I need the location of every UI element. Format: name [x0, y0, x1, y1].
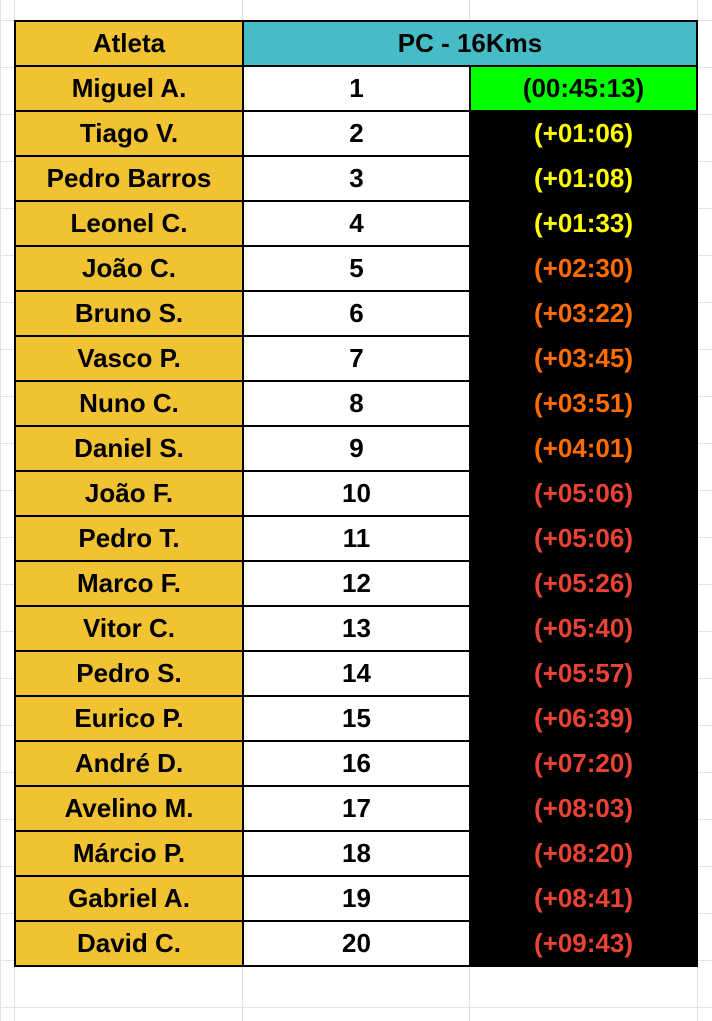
position-cell[interactable]: 19	[242, 875, 471, 922]
table-row: Vitor C. 13 (+05:40)	[14, 605, 698, 652]
athlete-name-cell[interactable]: Marco F.	[14, 560, 244, 607]
gridline	[697, 0, 698, 1021]
athlete-name-cell[interactable]: Daniel S.	[14, 425, 244, 472]
athlete-name-cell[interactable]: João C.	[14, 245, 244, 292]
time-cell[interactable]: (+05:26)	[469, 560, 698, 607]
table-row: Gabriel A. 19 (+08:41)	[14, 875, 698, 922]
results-table: Atleta PC - 16Kms Miguel A. 1 (00:45:13) Ti…	[14, 20, 698, 967]
time-cell[interactable]: (+02:30)	[469, 245, 698, 292]
table-row: Avelino M. 17 (+08:03)	[14, 785, 698, 832]
time-cell[interactable]: (+07:20)	[469, 740, 698, 787]
athlete-name-cell[interactable]: Tiago V.	[14, 110, 244, 157]
athlete-name-cell[interactable]: João F.	[14, 470, 244, 517]
athlete-name-cell[interactable]: Pedro S.	[14, 650, 244, 697]
athlete-name-cell[interactable]: Márcio P.	[14, 830, 244, 877]
athlete-name-cell[interactable]: Miguel A.	[14, 65, 244, 112]
athlete-name-cell[interactable]: David C.	[14, 920, 244, 967]
position-cell[interactable]: 13	[242, 605, 471, 652]
athlete-name-cell[interactable]: Gabriel A.	[14, 875, 244, 922]
athlete-name-cell[interactable]: Bruno S.	[14, 290, 244, 337]
position-cell[interactable]: 2	[242, 110, 471, 157]
table-row: Pedro Barros 3 (+01:08)	[14, 155, 698, 202]
athlete-name-cell[interactable]: Vasco P.	[14, 335, 244, 382]
table-row: Pedro S. 14 (+05:57)	[14, 650, 698, 697]
table-row: David C. 20 (+09:43)	[14, 920, 698, 967]
table-row: Bruno S. 6 (+03:22)	[14, 290, 698, 337]
table-row: Nuno C. 8 (+03:51)	[14, 380, 698, 427]
table-row: Tiago V. 2 (+01:06)	[14, 110, 698, 157]
header-athlete[interactable]: Atleta	[14, 20, 244, 67]
position-cell[interactable]: 12	[242, 560, 471, 607]
position-cell[interactable]: 9	[242, 425, 471, 472]
position-cell[interactable]: 4	[242, 200, 471, 247]
table-row: João F. 10 (+05:06)	[14, 470, 698, 517]
athlete-name-cell[interactable]: Leonel C.	[14, 200, 244, 247]
time-cell[interactable]: (+03:45)	[469, 335, 698, 382]
header-event[interactable]: PC - 16Kms	[242, 20, 698, 67]
athlete-name-cell[interactable]: Pedro Barros	[14, 155, 244, 202]
table-row: Miguel A. 1 (00:45:13)	[14, 65, 698, 112]
position-cell[interactable]: 3	[242, 155, 471, 202]
time-cell[interactable]: (+03:51)	[469, 380, 698, 427]
time-cell[interactable]: (+08:03)	[469, 785, 698, 832]
time-cell[interactable]: (00:45:13)	[469, 65, 698, 112]
position-cell[interactable]: 14	[242, 650, 471, 697]
position-cell[interactable]: 16	[242, 740, 471, 787]
time-cell[interactable]: (+08:41)	[469, 875, 698, 922]
table-row: Márcio P. 18 (+08:20)	[14, 830, 698, 877]
position-cell[interactable]: 5	[242, 245, 471, 292]
time-cell[interactable]: (+04:01)	[469, 425, 698, 472]
time-cell[interactable]: (+06:39)	[469, 695, 698, 742]
header-row: Atleta PC - 16Kms	[14, 20, 698, 67]
table-row: André D. 16 (+07:20)	[14, 740, 698, 787]
position-cell[interactable]: 6	[242, 290, 471, 337]
athlete-name-cell[interactable]: Eurico P.	[14, 695, 244, 742]
time-cell[interactable]: (+03:22)	[469, 290, 698, 337]
position-cell[interactable]: 18	[242, 830, 471, 877]
athlete-name-cell[interactable]: Vitor C.	[14, 605, 244, 652]
position-cell[interactable]: 15	[242, 695, 471, 742]
athlete-name-cell[interactable]: André D.	[14, 740, 244, 787]
time-cell[interactable]: (+01:33)	[469, 200, 698, 247]
time-cell[interactable]: (+08:20)	[469, 830, 698, 877]
time-cell[interactable]: (+09:43)	[469, 920, 698, 967]
position-cell[interactable]: 11	[242, 515, 471, 562]
athlete-name-cell[interactable]: Nuno C.	[14, 380, 244, 427]
time-cell[interactable]: (+05:06)	[469, 470, 698, 517]
table-row: Eurico P. 15 (+06:39)	[14, 695, 698, 742]
table-row: Vasco P. 7 (+03:45)	[14, 335, 698, 382]
table-row: Marco F. 12 (+05:26)	[14, 560, 698, 607]
athlete-name-cell[interactable]: Avelino M.	[14, 785, 244, 832]
position-cell[interactable]: 20	[242, 920, 471, 967]
position-cell[interactable]: 17	[242, 785, 471, 832]
athlete-name-cell[interactable]: Pedro T.	[14, 515, 244, 562]
time-cell[interactable]: (+01:08)	[469, 155, 698, 202]
position-cell[interactable]: 1	[242, 65, 471, 112]
position-cell[interactable]: 8	[242, 380, 471, 427]
table-row: João C. 5 (+02:30)	[14, 245, 698, 292]
time-cell[interactable]: (+05:57)	[469, 650, 698, 697]
table-row: Daniel S. 9 (+04:01)	[14, 425, 698, 472]
position-cell[interactable]: 7	[242, 335, 471, 382]
table-row: Leonel C. 4 (+01:33)	[14, 200, 698, 247]
time-cell[interactable]: (+01:06)	[469, 110, 698, 157]
time-cell[interactable]: (+05:40)	[469, 605, 698, 652]
position-cell[interactable]: 10	[242, 470, 471, 517]
time-cell[interactable]: (+05:06)	[469, 515, 698, 562]
table-row: Pedro T. 11 (+05:06)	[14, 515, 698, 562]
